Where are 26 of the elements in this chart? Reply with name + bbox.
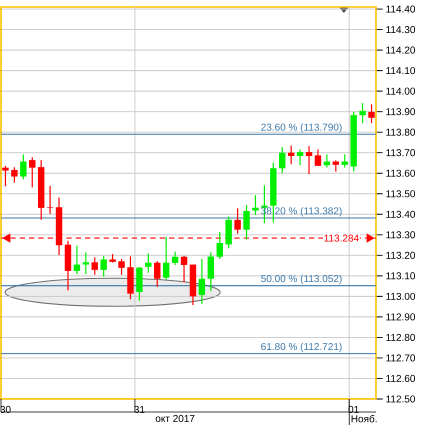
ref-line-label: 113.284: [324, 234, 359, 242]
y-tick-label: 113.50: [386, 190, 416, 198]
y-tick-label: 113.00: [386, 292, 416, 300]
y-tick-label: 112.50: [386, 395, 416, 403]
text: Нояб.: [352, 414, 377, 422]
y-tick-label: 113.40: [386, 210, 416, 218]
text: окт 2017: [156, 414, 194, 422]
y-tick-label: 113.60: [386, 170, 416, 177]
y-tick-label: 114.10: [386, 67, 416, 74]
y-tick-label: 114.30: [386, 26, 416, 34]
y-tick-label: 113.90: [386, 108, 416, 116]
y-tick-label: 113.80: [386, 128, 416, 136]
y-tick-label: 112.90: [386, 313, 416, 320]
y-tick-label: 112.60: [386, 374, 416, 382]
y-tick-label: 112.80: [386, 334, 416, 341]
y-tick-label: 114.20: [386, 46, 416, 54]
y-tick-label: 113.70: [386, 149, 416, 156]
y-tick-label: 112.70: [386, 354, 416, 362]
y-tick-label: 113.10: [386, 272, 416, 280]
y-tick-label: 114.40: [386, 6, 416, 13]
ref-line-label: 23.60 % (113.790): [261, 123, 342, 133]
y-tick-label: 113.30: [386, 231, 416, 238]
ref-line-label: 61.80 % (112.721): [261, 342, 342, 352]
ref-line-label: 50.00 % (113.052): [261, 274, 342, 284]
y-tick-label: 114.00: [386, 88, 416, 95]
y-tick-label: 113.20: [386, 252, 416, 259]
